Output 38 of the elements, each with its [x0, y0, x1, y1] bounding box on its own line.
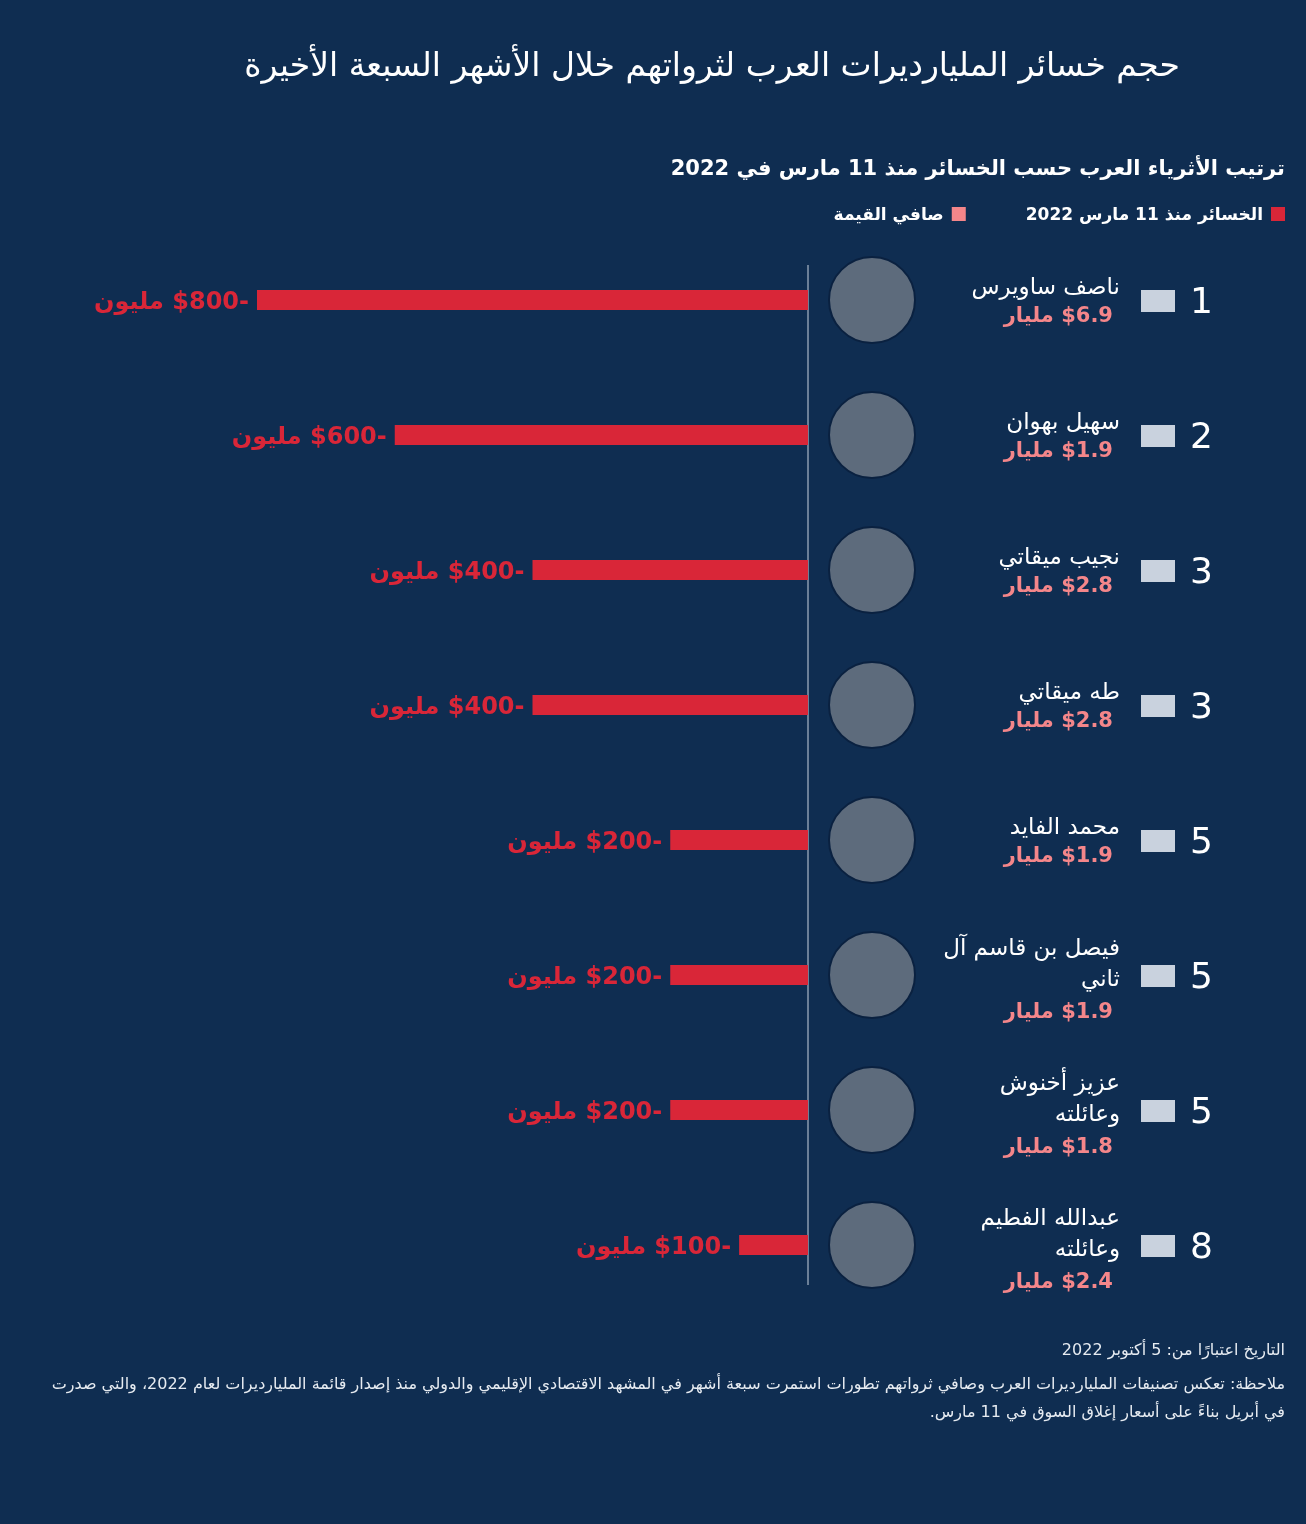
y-tick-label: عبدالله الفطيم وعائلته [980, 1204, 1120, 1262]
text: $1.9 مليار [1002, 438, 1113, 462]
text: التاريخ اعتبارًا من: 5 أكتوبر 2022 [1061, 1339, 1285, 1360]
text: 3 [1190, 685, 1213, 726]
text: ملاحظة: تعكس تصنيفات المليارديرات العرب وصافي ثرواتهم تطورات استمرت سبعة أشهر في المشهد الاقتصادي الإقليمي والدولي منذ إصدار قائمة المليارديرات لعام 2022، والتي صدرت في أبريل بناءً على أسعار إغلاق السوق في 11 مارس. [51, 1373, 1285, 1422]
text: $2.8 مليار [1002, 708, 1113, 732]
y-tick-label: ناصف ساويرس [971, 273, 1120, 300]
text: 5 [1190, 820, 1213, 861]
data-label: -$100 مليون [576, 1232, 732, 1260]
text: $2.8 مليار [1002, 573, 1113, 597]
legend-label: الخسائر منذ 11 مارس 2022 [1025, 204, 1263, 225]
y-tick-label: نجيب ميقاتي [998, 543, 1120, 570]
legend-label: صافي القيمة [833, 204, 944, 225]
y-tick-label: عزيز أخنوش وعائلته [999, 1067, 1120, 1127]
data-label: -$400 مليون [369, 692, 525, 720]
text: 8 [1190, 1225, 1213, 1266]
text: 2 [1190, 415, 1213, 456]
data-label: -$200 مليون [507, 1097, 663, 1125]
y-tick-label: سهيل بهوان [1006, 408, 1120, 435]
text: 5 [1190, 1090, 1213, 1131]
data-label: -$200 مليون [507, 827, 663, 855]
y-tick-label: طه ميقاتي [1018, 678, 1120, 705]
text: $1.9 مليار [1002, 999, 1113, 1023]
text: 1 [1190, 280, 1213, 321]
text: 3 [1190, 550, 1213, 591]
text: ترتيب الأثرياء العرب حسب الخسائر منذ 11 مارس في 2022 [670, 154, 1285, 180]
text: $2.4 مليار [1002, 1269, 1113, 1293]
data-label: -$600 مليون [231, 422, 387, 450]
data-label: -$200 مليون [507, 962, 663, 990]
text: $1.9 مليار [1002, 843, 1113, 867]
text: $6.9 مليار [1002, 303, 1113, 327]
data-label: -$400 مليون [369, 557, 525, 585]
text: 5 [1190, 955, 1213, 996]
data-label: -$800 مليون [93, 287, 249, 315]
text: $1.8 مليار [1002, 1134, 1113, 1158]
chart-title: حجم خسائر المليارديرات العرب لثرواتهم خلال الأشهر السبعة الأخيرة [244, 44, 1180, 84]
y-tick-label: فيصل بن قاسم آل ثاني [943, 933, 1120, 992]
y-tick-label: محمد الفايد [1009, 813, 1120, 839]
